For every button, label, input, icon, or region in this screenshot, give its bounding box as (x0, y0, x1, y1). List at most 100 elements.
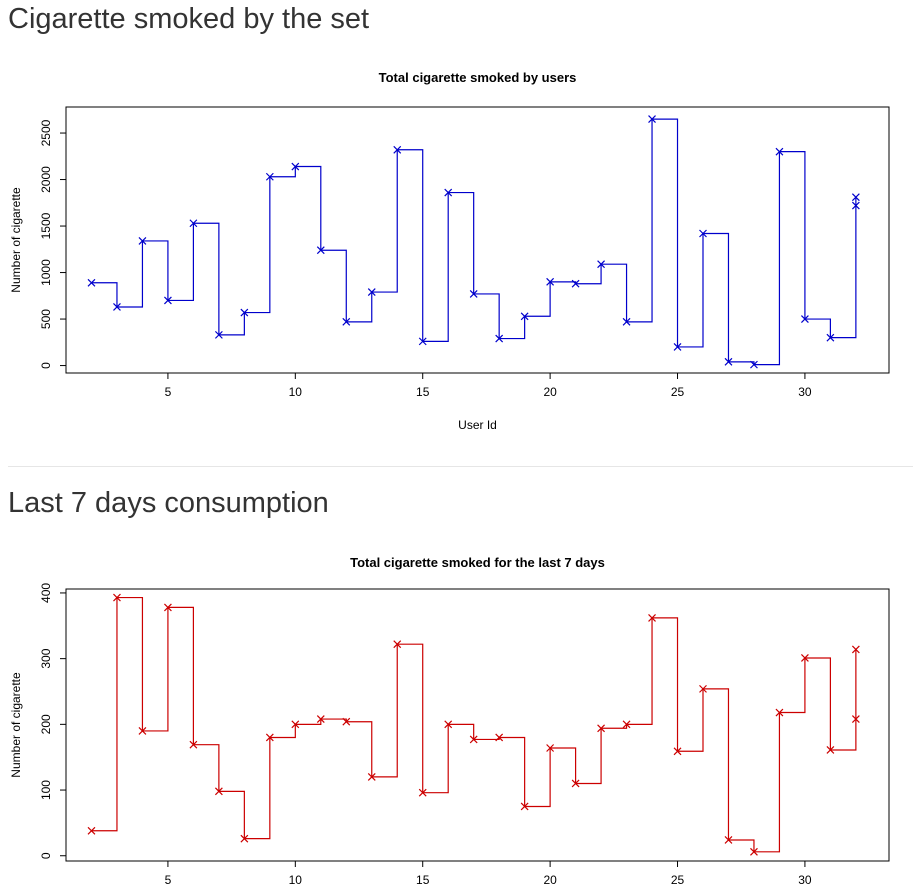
y-tick-label: 1000 (39, 259, 53, 286)
data-point-marker (546, 277, 555, 286)
data-point-marker (546, 744, 555, 752)
data-point-marker (571, 279, 580, 288)
data-point-marker (444, 188, 453, 197)
data-point-marker (597, 724, 606, 733)
data-point-marker (291, 162, 300, 171)
y-axis-label: Number of cigarette (9, 187, 23, 293)
x-tick-label: 5 (165, 873, 172, 887)
chart-title: Total cigarette smoked by users (379, 70, 577, 85)
section-heading-total: Cigarette smoked by the set (8, 3, 370, 35)
data-point-marker (265, 733, 274, 742)
data-point-marker (469, 290, 478, 298)
series-step-line (91, 596, 857, 853)
chart-last-7-days: Total cigarette smoked for the last 7 da… (9, 555, 890, 887)
y-tick-label: 2500 (39, 119, 53, 146)
data-point-marker (444, 720, 453, 729)
data-point-marker (851, 201, 860, 210)
data-point-marker (393, 640, 402, 649)
data-point-marker (724, 836, 733, 844)
data-point-marker (851, 645, 860, 654)
chart-total-cigarettes: Total cigarette smoked by users 5 10 15 20 25… (9, 70, 890, 432)
data-point-marker (495, 733, 504, 742)
data-point-marker (571, 779, 580, 788)
x-tick-label: 10 (289, 385, 303, 399)
y-tick-label: 400 (39, 583, 53, 603)
x-tick-label: 20 (543, 873, 557, 887)
section-heading-last-7-days: Last 7 days consumption (8, 487, 329, 519)
y-axis-label: Number of cigarette (9, 672, 23, 778)
data-point-marker (648, 115, 656, 124)
x-tick-label: 10 (289, 873, 303, 887)
x-tick-label: 25 (671, 873, 685, 887)
data-point-marker (750, 360, 758, 369)
data-point-marker (597, 260, 606, 269)
data-point-marker (699, 229, 707, 238)
data-point-marker (342, 317, 351, 326)
x-tick-label: 15 (416, 873, 430, 887)
data-point-marker (775, 708, 784, 717)
data-point-marker (520, 802, 529, 811)
data-point-marker (775, 147, 784, 156)
x-tick-label: 20 (543, 385, 557, 399)
data-point-marker (851, 193, 860, 202)
y-tick-label: 1500 (39, 212, 53, 239)
data-point-marker (622, 317, 631, 326)
data-point-marker (851, 715, 860, 724)
data-point-marker (367, 288, 376, 297)
data-point-marker (418, 788, 427, 797)
data-point-marker (240, 308, 249, 317)
chart-title: Total cigarette smoked for the last 7 da… (350, 555, 605, 570)
data-point-marker (520, 312, 529, 321)
data-point-marker (673, 343, 682, 351)
y-tick-label: 0 (39, 362, 53, 369)
data-point-marker (367, 772, 376, 781)
y-tick-label: 0 (39, 852, 53, 859)
y-tick-label: 200 (39, 714, 53, 734)
y-tick-label: 300 (39, 648, 53, 668)
x-tick-label: 25 (671, 385, 685, 399)
x-tick-label: 30 (798, 385, 812, 399)
data-point-marker (87, 826, 96, 835)
plot-frame (65, 588, 890, 862)
data-point-marker (800, 654, 809, 662)
data-point-marker (163, 296, 172, 305)
data-point-marker (113, 303, 121, 311)
data-point-marker (750, 847, 758, 856)
series-step-line (91, 118, 857, 366)
data-point-marker (291, 720, 300, 729)
data-point-marker (214, 787, 223, 796)
data-point-marker (800, 315, 809, 323)
data-point-marker (673, 747, 682, 756)
data-point-marker (393, 145, 402, 154)
data-point-marker (240, 834, 249, 843)
y-tick-label: 2000 (39, 166, 53, 193)
data-point-marker (138, 726, 147, 735)
data-point-marker (138, 237, 147, 245)
data-point-marker (495, 334, 504, 343)
data-point-marker (265, 172, 274, 181)
x-tick-label: 30 (798, 873, 812, 887)
data-point-marker (87, 278, 96, 287)
section-divider (8, 466, 913, 467)
data-point-marker (189, 740, 198, 749)
data-point-marker (622, 720, 631, 729)
data-point-marker (189, 219, 198, 228)
y-tick-label: 100 (39, 780, 53, 800)
data-point-marker (724, 357, 733, 366)
plot-frame (65, 106, 890, 374)
data-point-marker (214, 330, 223, 339)
data-point-marker (316, 246, 325, 255)
x-tick-label: 5 (165, 385, 172, 399)
data-point-marker (648, 613, 656, 622)
x-axis-label: User Id (458, 418, 497, 432)
data-point-marker (469, 735, 478, 744)
data-point-marker (316, 715, 325, 724)
data-point-marker (163, 603, 172, 612)
data-point-marker (699, 684, 707, 693)
data-point-marker (826, 333, 835, 342)
data-point-marker (826, 746, 835, 754)
x-tick-label: 15 (416, 385, 430, 399)
data-point-marker (113, 593, 121, 602)
data-point-marker (418, 337, 427, 346)
y-tick-label: 500 (39, 309, 53, 329)
